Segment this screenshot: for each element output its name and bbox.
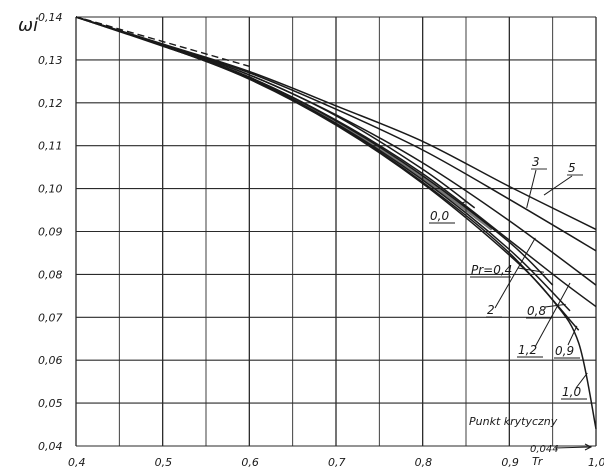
label-leader-lines: [461, 169, 588, 389]
overlap-band: [248, 76, 493, 231]
chart-grid: [75, 16, 597, 447]
curve-labels: 0,0 Pr=0,4 0,8 0,9 1,0 1,2 2 3 5: [429, 155, 587, 400]
y-tick-label: 0,13: [38, 54, 63, 67]
series-label: 0,0: [430, 209, 449, 223]
x-tick-label: 0,7: [328, 456, 346, 469]
x-axis-label: Tr: [532, 455, 544, 468]
x-tick-label: 1,0: [588, 456, 604, 469]
x-tick-label: 0,8: [415, 456, 433, 469]
y-tick-label: 0,06: [38, 354, 63, 367]
label-leader: [575, 372, 588, 389]
series-line: [75, 16, 597, 231]
y-tick-label: 0,11: [38, 140, 63, 153]
x-tick-label: 0,6: [241, 456, 258, 469]
label-leader: [494, 237, 536, 309]
series-label: 3: [532, 155, 540, 169]
critical-point-value: 0,044: [530, 444, 559, 455]
y-tick-label: 0,05: [38, 397, 63, 410]
label-leader: [544, 303, 566, 308]
series-line: [75, 16, 554, 286]
label-leader: [543, 175, 573, 196]
x-tick-label: 0,4: [68, 456, 86, 469]
y-tick-label: 0,12: [38, 97, 63, 110]
x-tick-label: 0,9: [501, 456, 519, 469]
y-tick-label: 0,08: [38, 268, 63, 281]
y-tick-label: 0,10: [38, 183, 63, 196]
series-label: 2: [487, 303, 495, 317]
label-leader: [461, 201, 467, 204]
y-tick-label: 0,14: [38, 11, 63, 24]
series-label: 5: [568, 161, 576, 175]
y-tick-label: 0,09: [38, 226, 63, 239]
series-label: 1,0: [562, 385, 581, 399]
chart-curves: [75, 16, 597, 429]
series-line: [75, 16, 580, 331]
series-label: 0,9: [555, 344, 574, 358]
x-tick-labels: 0,4 0,5 0,6 0,7 0,8 0,9 1,0: [68, 456, 604, 469]
y-tick-label: 0,04: [38, 440, 63, 453]
series-label: 0,8: [527, 304, 546, 318]
label-leader: [526, 169, 537, 209]
y-tick-labels: 0,14 0,13 0,12 0,11 0,10 0,09 0,08 0,07 0,06 0,05…: [38, 11, 63, 453]
dashed-reference-line: [84, 18, 250, 68]
label-leader: [517, 267, 545, 273]
series-label: 1,2: [518, 343, 537, 357]
critical-point-label: Punkt krytyczny: [469, 415, 558, 428]
label-leader: [534, 282, 571, 348]
series-label: Pr=0,4: [471, 263, 512, 277]
series-line: [75, 16, 476, 209]
y-tick-label: 0,07: [38, 311, 63, 324]
x-tick-label: 0,5: [155, 456, 173, 469]
critical-point-arrow: [554, 443, 593, 451]
y-axis-label: ωi: [18, 15, 38, 36]
label-leader: [567, 325, 578, 346]
